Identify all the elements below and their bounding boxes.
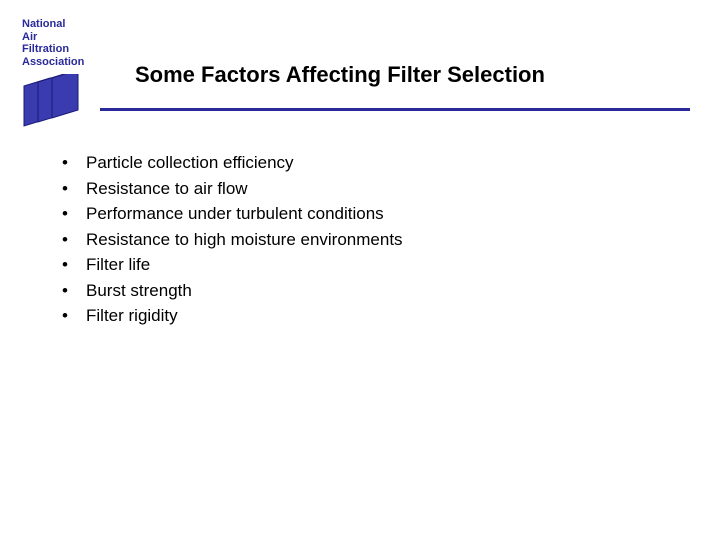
- bullet-item: Resistance to high moisture environments: [62, 227, 403, 253]
- logo-panels-icon: [22, 74, 102, 134]
- title-underline: [100, 108, 690, 111]
- bullet-item: Performance under turbulent conditions: [62, 201, 403, 227]
- logo-line-1: National: [22, 18, 84, 31]
- bullet-item: Filter rigidity: [62, 303, 403, 329]
- bullet-item: Particle collection efficiency: [62, 150, 403, 176]
- bullet-item: Filter life: [62, 252, 403, 278]
- slide-title: Some Factors Affecting Filter Selection: [135, 62, 545, 88]
- bullet-list: Particle collection efficiency Resistanc…: [62, 150, 403, 329]
- logo-line-2: Air: [22, 31, 84, 44]
- logo: National Air Filtration Association: [22, 18, 104, 116]
- logo-line-3: Filtration: [22, 43, 84, 56]
- logo-text: National Air Filtration Association: [22, 18, 84, 69]
- bullet-item: Resistance to air flow: [62, 176, 403, 202]
- logo-line-4: Association: [22, 56, 84, 69]
- bullet-item: Burst strength: [62, 278, 403, 304]
